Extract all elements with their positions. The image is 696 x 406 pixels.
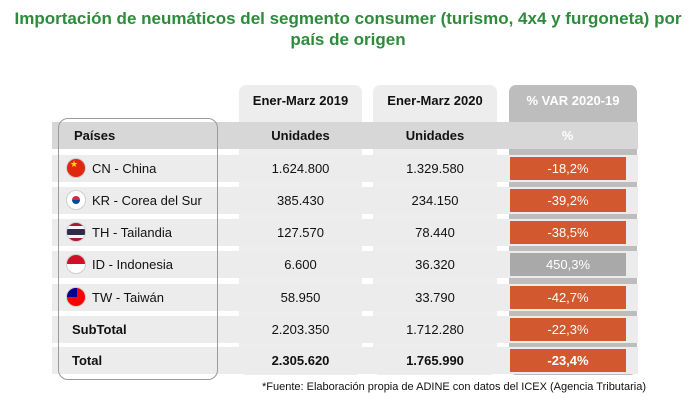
country-name: CN - China <box>92 161 157 176</box>
period-header-2019: Ener-Marz 2019 <box>252 93 349 108</box>
variation-percent: -42,7% <box>510 286 626 309</box>
countries-outline <box>58 118 218 380</box>
value-2019: 385.430 <box>277 193 324 208</box>
period-header-variation: % VAR 2020-19 <box>526 93 620 108</box>
subtotal-2020: 1.712.280 <box>406 322 464 337</box>
value-2019: 6.600 <box>284 257 317 272</box>
value-2019: 1.624.800 <box>271 161 330 176</box>
title-line-2: país de origen <box>290 30 406 49</box>
subtotal-variation: -22,3% <box>510 318 626 341</box>
value-2020: 78.440 <box>415 225 455 240</box>
subtotal-label: SubTotal <box>72 322 127 337</box>
taiwan-flag-icon <box>66 287 86 307</box>
variation-percent: -39,2% <box>510 189 626 212</box>
total-label: Total <box>72 353 103 368</box>
period-header-2020: Ener-Marz 2020 <box>387 93 483 108</box>
column-header-percent: % <box>561 128 574 143</box>
total-2019: 2.305.620 <box>271 353 330 368</box>
subtotal-2019: 2.203.350 <box>271 322 330 337</box>
china-flag-icon: ★ <box>66 158 86 178</box>
column-header-units-2020: Unidades <box>405 128 465 143</box>
variation-percent: -18,2% <box>510 157 626 180</box>
value-2020: 234.150 <box>411 193 459 208</box>
country-name: TW - Taiwán <box>92 290 164 305</box>
south-korea-flag-icon <box>66 190 86 210</box>
column-header-units-2019: Unidades <box>271 128 330 143</box>
country-name: KR - Corea del Sur <box>92 193 202 208</box>
source-footnote: *Fuente: Elaboración propia de ADINE con… <box>262 381 646 393</box>
country-name: ID - Indonesia <box>92 257 173 272</box>
header-row-band <box>52 122 638 149</box>
total-variation: -23,4% <box>510 349 626 372</box>
value-2020: 36.320 <box>415 257 455 272</box>
title-line-1: Importación de neumáticos del segmento c… <box>14 9 682 28</box>
chart-title: Importación de neumáticos del segmento c… <box>0 8 696 50</box>
value-2020: 33.790 <box>415 290 455 305</box>
variation-percent: 450,3% <box>510 253 626 276</box>
value-2019: 127.570 <box>277 225 324 240</box>
value-2019: 58.950 <box>280 290 321 305</box>
flag-canton <box>67 288 77 297</box>
flag-star: ★ <box>70 159 79 169</box>
thailand-flag-icon <box>66 222 86 242</box>
indonesia-flag-icon <box>66 254 86 274</box>
value-2020: 1.329.580 <box>406 161 464 176</box>
taegeuk-symbol <box>72 196 80 204</box>
total-2020: 1.765.990 <box>406 353 464 368</box>
variation-percent: -38,5% <box>510 221 626 244</box>
column-header-countries: Países <box>74 128 116 143</box>
country-name: TH - Tailandia <box>92 225 172 240</box>
